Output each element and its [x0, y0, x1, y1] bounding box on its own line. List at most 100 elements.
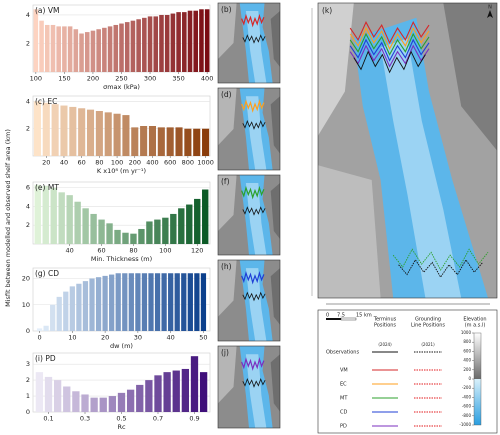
bar	[95, 277, 102, 331]
x-tick-label: 1000	[197, 159, 214, 167]
bar	[161, 273, 167, 331]
bar	[69, 286, 75, 331]
bar	[131, 127, 139, 156]
bar	[153, 16, 159, 72]
map-frame	[217, 2, 281, 84]
bar	[194, 273, 200, 331]
map-terminus-obs	[242, 291, 266, 302]
bar	[136, 19, 141, 73]
map-fjord-shallow	[245, 268, 267, 341]
bar	[130, 20, 136, 72]
map-frame	[217, 87, 281, 171]
map-terminus	[349, 20, 430, 45]
x-tick-label: 0.9	[189, 415, 199, 423]
x-tick-label: 40	[60, 159, 68, 167]
x-tick-label: 10	[68, 334, 76, 342]
chart-title: (e) MT	[35, 183, 59, 192]
map-terminus	[241, 357, 265, 371]
y-tick-label: 3	[26, 360, 30, 368]
bar	[107, 26, 113, 72]
colorbar-label: 0	[468, 376, 471, 381]
map-frame	[217, 174, 281, 256]
y-tick-label: 2	[26, 125, 30, 133]
map-terminus-obs	[242, 206, 266, 216]
bar	[58, 192, 65, 244]
bar	[72, 391, 80, 412]
map-highland	[218, 3, 237, 59]
bar	[166, 127, 174, 156]
map-label: (k)	[322, 6, 332, 15]
map-fjord-shallow	[245, 354, 267, 428]
bar	[175, 127, 183, 156]
bar	[138, 228, 145, 244]
bar	[126, 389, 135, 412]
x-tick-label: 120	[191, 247, 203, 255]
x-axis-label: Rc	[117, 423, 126, 431]
x-axis-label: dw (m)	[110, 342, 133, 350]
bar	[34, 184, 41, 244]
bar	[102, 27, 107, 72]
bar	[168, 273, 174, 331]
header: Grounding	[415, 317, 441, 323]
bar	[122, 115, 130, 156]
bar	[62, 26, 67, 72]
bar	[124, 22, 130, 72]
y-tick-label: 4	[26, 97, 30, 105]
map-terminus-obs	[353, 50, 426, 74]
bar	[162, 217, 169, 244]
colorbar-label: -200	[462, 385, 472, 390]
scale-label: 0	[326, 313, 329, 319]
bar	[67, 26, 73, 72]
header: Terminus	[373, 317, 397, 323]
map-terminus	[349, 44, 430, 68]
x-tick-label: 800	[182, 159, 194, 167]
bar	[84, 32, 90, 72]
bar	[182, 12, 187, 73]
colorbar-label: -800	[462, 413, 472, 418]
legend-label: PD	[340, 424, 347, 430]
bar	[114, 229, 121, 244]
map-terminus-obs	[242, 377, 266, 388]
bar	[109, 274, 115, 331]
scale-label: 7.5	[337, 313, 345, 319]
header: Positions	[374, 323, 396, 329]
colorbar-label: 600	[463, 348, 471, 353]
map-label: (f)	[221, 177, 230, 186]
x-tick-label: 60	[78, 159, 86, 167]
bar	[178, 208, 185, 244]
bar	[44, 376, 53, 412]
colorbar-label: 1000	[461, 330, 472, 335]
map-terminus	[241, 271, 265, 285]
map-frame	[217, 345, 281, 429]
bar	[90, 397, 98, 412]
bar	[82, 208, 89, 244]
map-terminus-obs	[242, 119, 266, 130]
x-tick-label: 400	[146, 159, 158, 167]
bar	[170, 213, 177, 244]
scale-bar	[326, 318, 341, 320]
x-tick-label: 100	[159, 247, 171, 255]
bar	[98, 219, 105, 244]
x-tick-label: 150	[58, 75, 70, 83]
map-fjord-shallow	[245, 11, 267, 83]
bar	[193, 128, 201, 156]
bar	[56, 296, 62, 331]
y-tick-label: 4	[26, 202, 30, 210]
map-frame	[317, 2, 498, 299]
y-tick-label: 20	[22, 275, 30, 283]
colorbar-label: 200	[463, 367, 471, 372]
bar	[42, 185, 49, 244]
bar	[199, 9, 204, 72]
map-highland	[318, 165, 381, 298]
bar	[172, 370, 180, 412]
bar	[170, 13, 176, 72]
bar	[39, 20, 44, 72]
y-tick-label: 2	[26, 221, 30, 229]
x-tick-label: 100	[111, 159, 123, 167]
bar	[154, 273, 161, 331]
x-tick-label: 250	[115, 75, 127, 83]
map-highland	[270, 268, 280, 325]
bar	[82, 281, 89, 331]
x-tick-label: 300	[144, 75, 156, 83]
